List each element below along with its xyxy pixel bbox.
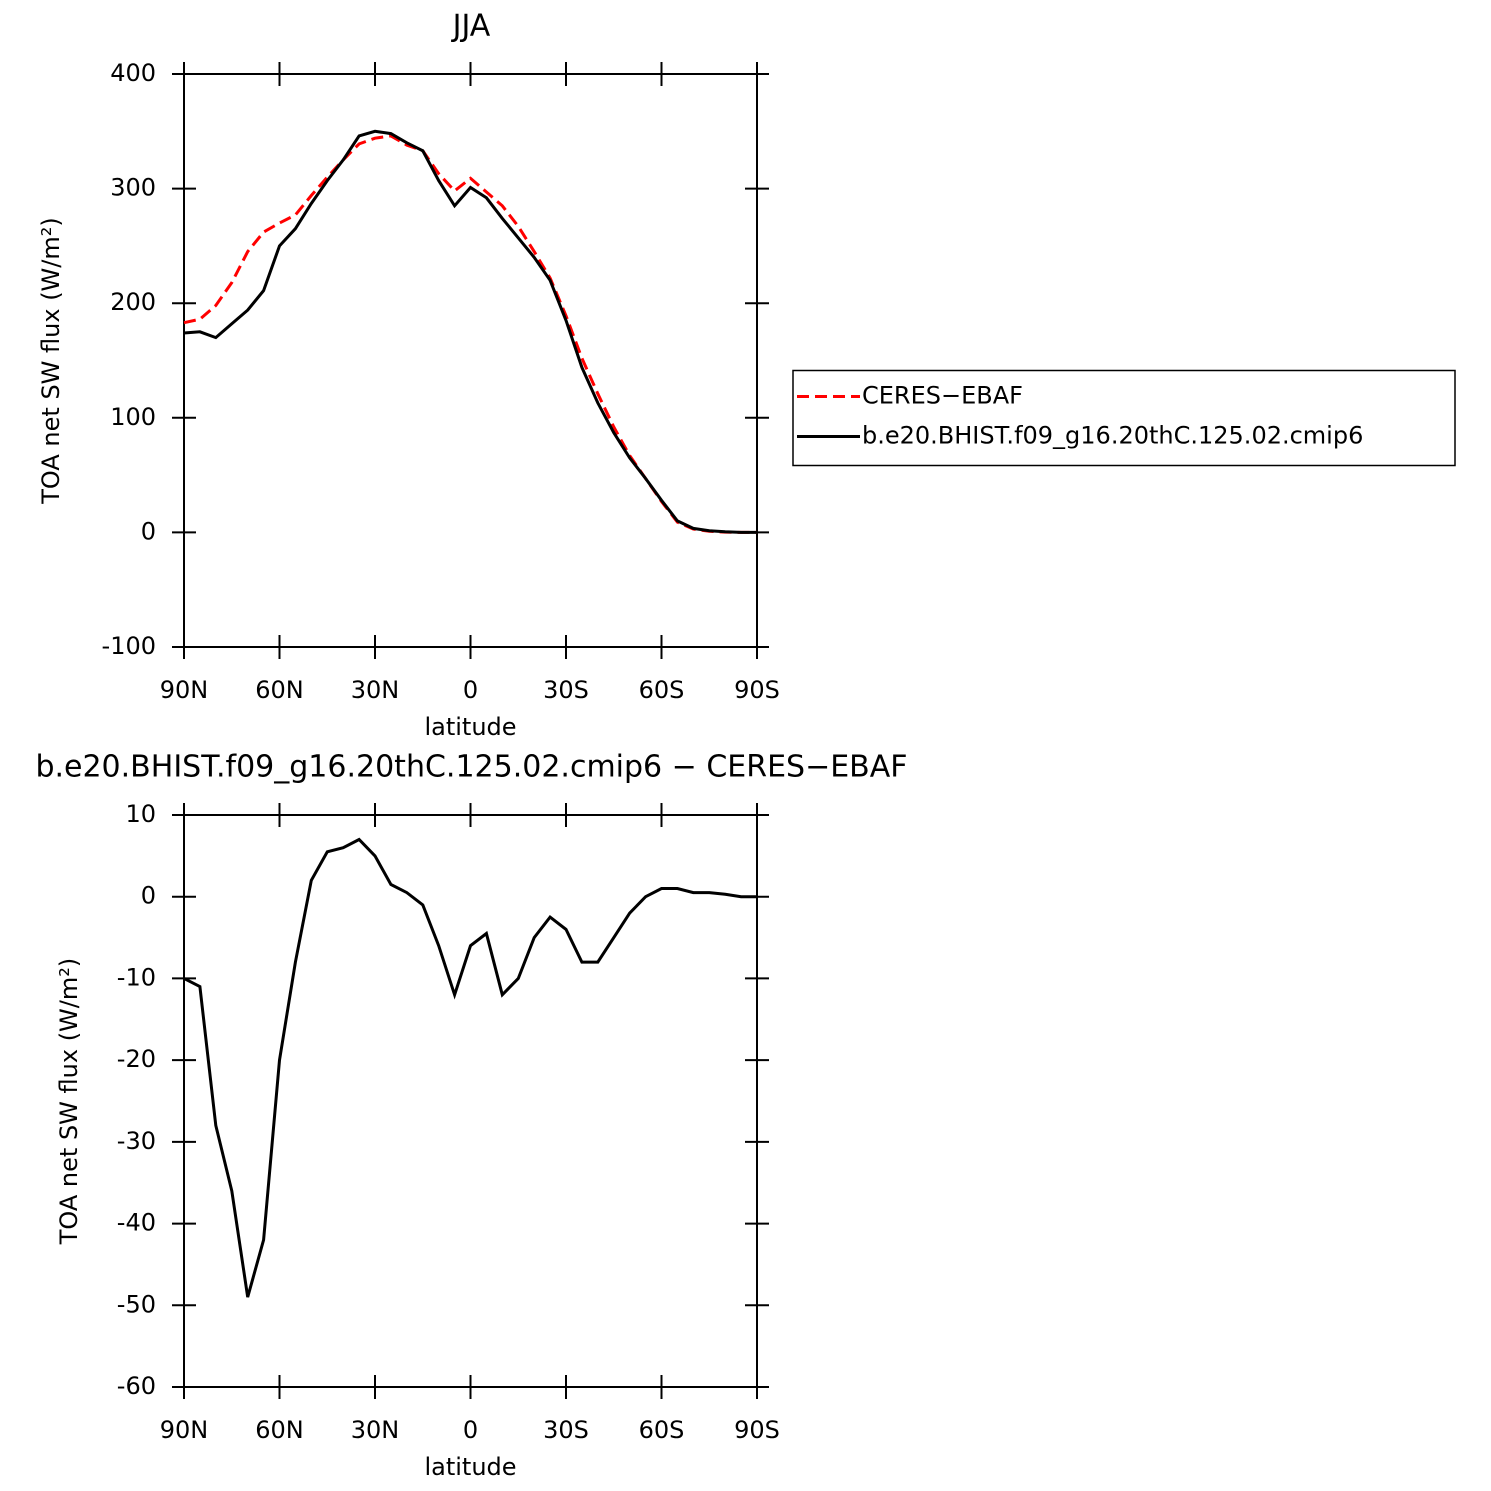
x-tick-label: 30S [543,676,589,704]
chart-title: b.e20.BHIST.f09_g16.20thC.125.02.cmip6 −… [35,750,907,785]
x-tick-label: 30N [351,676,400,704]
y-tick-label: 400 [110,59,156,87]
x-tick-label: 60N [255,676,304,704]
y-tick-label: -10 [117,963,156,991]
y-tick-label: -100 [102,632,156,660]
y-tick-label: 0 [141,882,156,910]
x-tick-label: 60N [255,1416,304,1444]
y-axis-label: TOA net SW flux (W/m²) [55,958,83,1246]
legend-label: CERES−EBAF [862,382,1023,410]
x-tick-label: 0 [463,1416,478,1444]
data-line [183,134,757,534]
data-line [183,129,757,534]
x-tick-label: 30N [351,1416,400,1444]
x-tick-label: 0 [463,676,478,704]
x-tick-label: 90N [160,676,209,704]
y-tick-label: -30 [117,1127,156,1155]
x-tick-label: 90N [160,1416,209,1444]
x-axis-label: latitude [424,713,516,741]
plot-frame [183,73,758,648]
legend-box [792,369,1456,467]
y-tick-label: -50 [117,1290,156,1318]
x-axis-label: latitude [424,1453,516,1481]
plot-frame [183,814,758,1388]
y-tick-label: 300 [110,174,156,202]
data-line [183,837,757,1298]
x-tick-label: 60S [639,1416,685,1444]
y-tick-label: -60 [117,1372,156,1400]
y-tick-label: 200 [110,288,156,316]
y-tick-label: 0 [141,517,156,545]
y-tick-label: -40 [117,1209,156,1237]
x-tick-label: 90S [734,1416,780,1444]
y-tick-label: 100 [110,403,156,431]
x-tick-label: 30S [543,1416,589,1444]
legend-label: b.e20.BHIST.f09_g16.20thC.125.02.cmip6 [862,422,1363,450]
y-tick-label: 10 [125,800,156,828]
y-tick-label: -20 [117,1045,156,1073]
x-tick-label: 90S [734,676,780,704]
chart-title: JJA [451,9,491,44]
x-tick-label: 60S [639,676,685,704]
y-axis-label: TOA net SW flux (W/m²) [37,217,65,505]
